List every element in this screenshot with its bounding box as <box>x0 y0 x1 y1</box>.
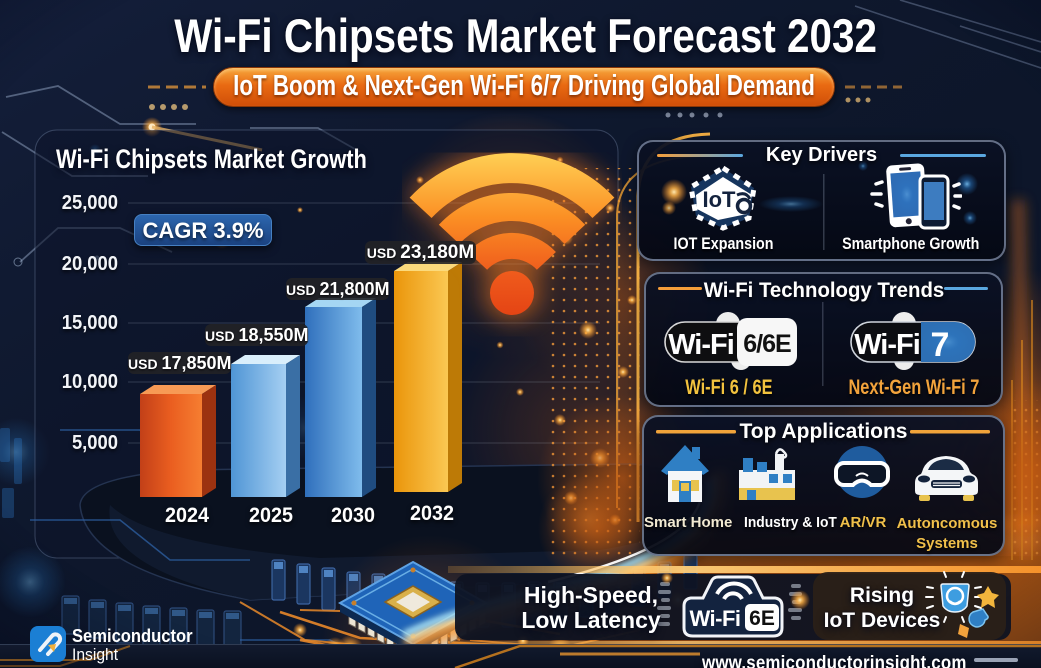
svg-text:Wi-Fi: Wi-Fi <box>668 329 734 361</box>
svg-text:Wi-Fi: Wi-Fi <box>689 606 740 631</box>
svg-text:6/6E: 6/6E <box>743 330 791 358</box>
svg-text:IoT: IoT <box>703 187 737 212</box>
svg-text:Wi-Fi: Wi-Fi <box>854 329 920 361</box>
svg-text:7: 7 <box>931 326 950 364</box>
svg-text:6E: 6E <box>749 607 775 630</box>
